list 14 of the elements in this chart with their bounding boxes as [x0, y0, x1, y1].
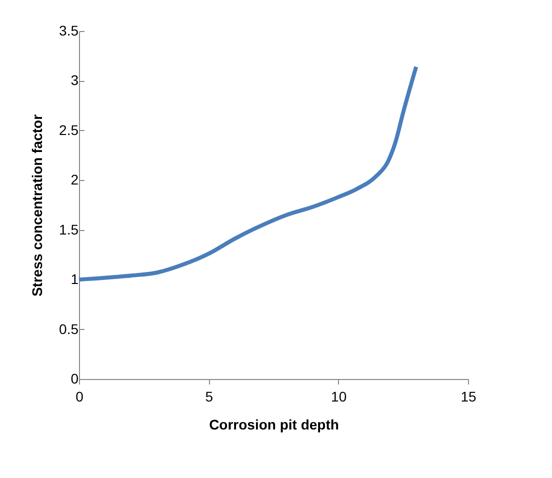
- x-tick-label: 10: [331, 388, 347, 404]
- y-tick-label: 0: [70, 370, 79, 386]
- x-tick-label: 15: [460, 388, 476, 404]
- y-tick-label: 1: [70, 271, 79, 288]
- y-axis-title: Stress concentration factor: [29, 114, 46, 297]
- line-series: [77, 64, 418, 282]
- y-tick-label: 3.5: [59, 22, 79, 38]
- x-tick-label: 5: [205, 388, 214, 404]
- y-tick-label: 2.5: [59, 122, 79, 138]
- y-tick-label: 3: [70, 72, 79, 88]
- y-tick-label: 1.5: [59, 221, 79, 238]
- y-tick-label: 2: [70, 172, 79, 188]
- y-tick-label: 0.5: [59, 320, 79, 337]
- x-axis-title: Corrosion pit depth: [209, 416, 339, 432]
